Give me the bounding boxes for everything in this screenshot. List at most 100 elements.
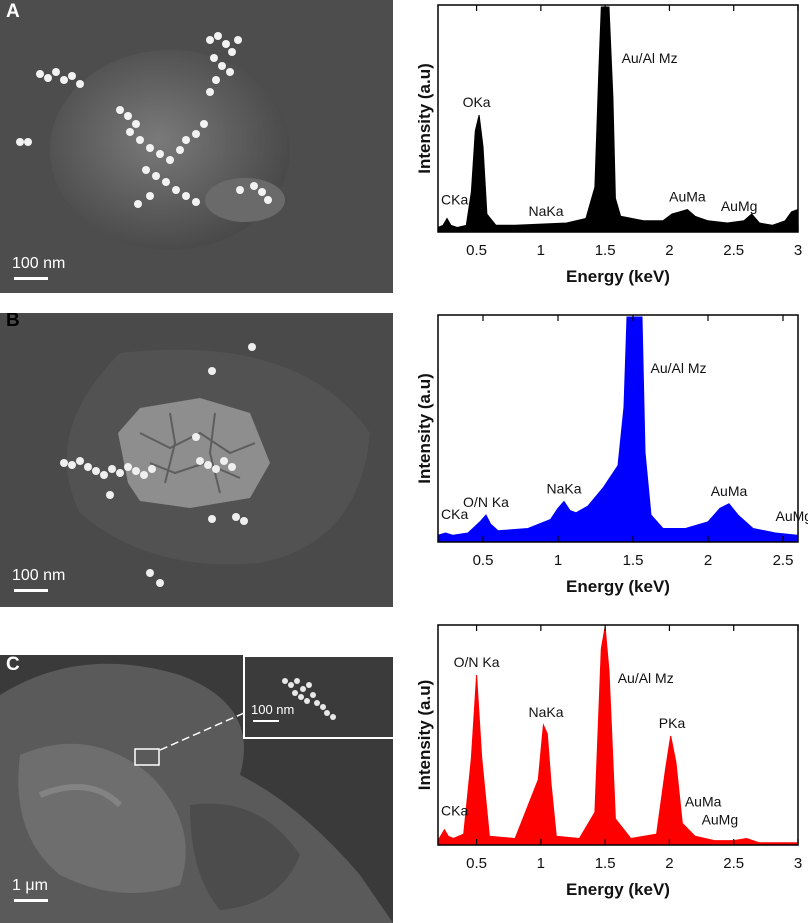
nanoparticle (232, 513, 240, 521)
zoom-line (159, 712, 245, 751)
peak-label: AuMg (702, 811, 739, 827)
nanoparticle (76, 80, 84, 88)
sem-micrograph-a (0, 0, 393, 293)
nanoparticle (258, 188, 266, 196)
nanoparticle (212, 465, 220, 473)
nanoparticle (146, 569, 154, 577)
peak-label: AuMg (776, 508, 808, 524)
nanoparticle (68, 461, 76, 469)
x-tick-label: 2.5 (723, 855, 744, 872)
nanoparticle (226, 68, 234, 76)
nanoparticle (250, 182, 258, 190)
panel-letter-b: B (6, 313, 20, 331)
nanoparticle (236, 186, 244, 194)
peak-label: O/N Ka (454, 654, 500, 670)
eds-chart-a: 0.5 1 1.5 2 2.5 3 Energy (keV) Intensity (a.u) C… (400, 0, 808, 310)
x-tick-label: 1 (537, 855, 545, 872)
peak-label: AuMa (711, 483, 748, 499)
nanoparticle (116, 106, 124, 114)
nanoparticle (294, 678, 300, 684)
scale-bar-b (14, 589, 48, 592)
nanoparticle (92, 467, 100, 475)
x-tick-label: 1 (554, 552, 562, 569)
spectrum-area (437, 316, 799, 543)
nanoparticle (60, 76, 68, 84)
x-axis-title: Energy (keV) (566, 880, 670, 899)
nanoparticle (314, 700, 320, 706)
nanoparticle (16, 138, 24, 146)
nanoparticle (156, 150, 164, 158)
peak-label: OKa (463, 94, 491, 110)
nanoparticle (106, 491, 114, 499)
x-tick-label: 2.5 (773, 552, 794, 569)
nanoparticle (108, 465, 116, 473)
nanoparticle (298, 694, 304, 700)
nanoparticle (208, 367, 216, 375)
nanoparticle (204, 461, 212, 469)
nanoparticle (84, 463, 92, 471)
x-tick-label: 1 (537, 242, 545, 259)
nanoparticle (162, 178, 170, 186)
nanoparticle (126, 128, 134, 136)
nanoparticle (306, 682, 312, 688)
nanoparticle (142, 166, 150, 174)
peak-label: CKa (441, 192, 468, 208)
sem-image-b: B 100 nm (0, 313, 393, 607)
nanoparticle (210, 54, 218, 62)
nanoparticle (140, 471, 148, 479)
nanoparticle (264, 196, 272, 204)
nanoparticle (182, 136, 190, 144)
panel-letter-c: C (6, 655, 20, 675)
nanoparticle (166, 156, 174, 164)
inset-scale-bar (253, 720, 279, 722)
nanoparticle (60, 459, 68, 467)
nanoparticle (124, 112, 132, 120)
eds-chart-b-svg: 0.5 1 1.5 2 2.5 Energy (keV) Intensity (a.u) CK… (415, 314, 808, 596)
nanoparticle (152, 172, 160, 180)
nanoparticle (172, 186, 180, 194)
nanoparticle (196, 457, 204, 465)
eds-chart-c-svg: 0.5 1 1.5 2 2.5 3 Energy (keV) Intensity (a.u) C… (415, 624, 802, 899)
nanoparticle (288, 682, 294, 688)
nanoparticle (132, 467, 140, 475)
inset-scale-label: 100 nm (251, 702, 295, 717)
peak-label: Au/Al Mz (622, 50, 678, 66)
nanoparticle (156, 579, 164, 587)
nanoparticle (192, 433, 200, 441)
peak-label: O/N Ka (463, 494, 509, 510)
sem-micrograph-b (0, 313, 393, 607)
nanoparticle (300, 686, 306, 692)
nanoparticle (234, 36, 242, 44)
nanoparticle (176, 146, 184, 154)
nanoparticle (222, 40, 230, 48)
nanoparticle (146, 144, 154, 152)
crack-lines (139, 412, 256, 494)
nanoparticle (24, 138, 32, 146)
nanoparticle (214, 32, 222, 40)
nanoparticle (228, 48, 236, 56)
eds-chart-c: 0.5 1 1.5 2 2.5 3 Energy (keV) Intensity (a.u) C… (400, 620, 808, 923)
nanoparticle (292, 690, 298, 696)
x-tick-label: 0.5 (466, 855, 487, 872)
inset-micrograph (245, 657, 393, 737)
x-tick-label: 3 (794, 242, 802, 259)
nanoparticle (134, 200, 142, 208)
x-tick-label: 3 (794, 855, 802, 872)
nanoparticle (192, 198, 200, 206)
scale-bar-a (14, 277, 48, 280)
x-tick-label: 2.5 (723, 242, 744, 259)
nanoparticle (36, 70, 44, 78)
nanoparticle (52, 68, 60, 76)
panel-letter-a: A (6, 1, 20, 22)
sem-image-a: A 100 nm (0, 0, 393, 293)
nanoparticle (44, 74, 52, 82)
plot-frame (437, 314, 799, 543)
plot-frame (437, 4, 799, 233)
nanoparticle (248, 343, 256, 351)
x-axis-title: Energy (keV) (566, 577, 670, 596)
nanoparticle (330, 714, 336, 720)
nanoparticle (208, 515, 216, 523)
peak-label: CKa (441, 506, 468, 522)
nanoparticle (132, 120, 140, 128)
sem-inset-c: 100 nm (243, 655, 393, 739)
